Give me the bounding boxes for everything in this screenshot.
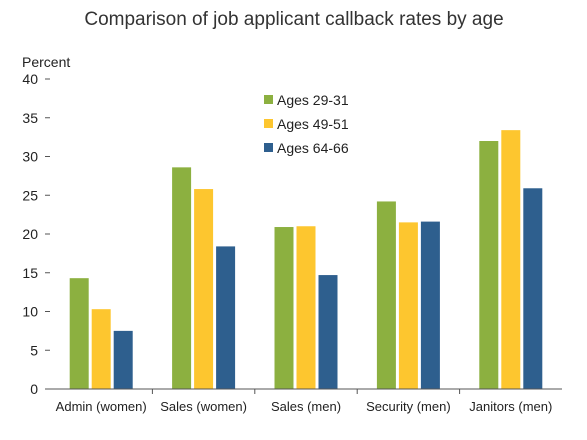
legend-label: Ages 29-31 (277, 92, 349, 108)
bar (113, 330, 133, 389)
y-tick-label: 20 (22, 226, 38, 242)
bar (479, 141, 499, 389)
bar (274, 227, 294, 389)
y-tick-label: 5 (30, 342, 38, 358)
y-tick-label: 35 (22, 110, 38, 126)
y-tick-label: 25 (22, 187, 38, 203)
bar (216, 246, 236, 389)
bar (318, 275, 338, 389)
bar (420, 221, 440, 389)
legend-swatch (264, 119, 273, 128)
x-tick-label: Janitors (men) (469, 399, 552, 414)
legend-swatch (264, 95, 273, 104)
legend-label: Ages 49-51 (277, 116, 349, 132)
y-tick-label: 0 (30, 381, 38, 397)
bar (296, 226, 316, 389)
x-tick-label: Sales (women) (160, 399, 247, 414)
y-tick-label: 10 (22, 304, 38, 320)
bar (172, 167, 192, 389)
bar (69, 278, 89, 389)
x-tick-label: Security (men) (366, 399, 451, 414)
bar (398, 222, 418, 389)
y-axis-unit-label: Percent (22, 54, 70, 70)
legend-swatch (264, 143, 273, 152)
x-tick-label: Sales (men) (271, 399, 341, 414)
y-tick-label: 15 (22, 265, 38, 281)
bar (523, 188, 543, 389)
x-axis: Admin (women) Sales (women) Sales (men) Sec… (50, 388, 562, 414)
x-tick-label: Admin (women) (56, 399, 147, 414)
legend-label: Ages 64-66 (277, 140, 349, 156)
bar (376, 201, 396, 389)
chart-title: Comparison of job applicant callback rat… (84, 9, 503, 30)
bar (91, 309, 111, 389)
y-tick-label: 40 (22, 71, 38, 87)
y-axis: 0 5 10 15 20 25 30 35 40 (22, 71, 50, 397)
legend: Ages 29-31 Ages 49-51 Ages 64-66 (264, 92, 349, 156)
bar (194, 189, 214, 389)
y-tick-label: 30 (22, 149, 38, 165)
bar (501, 130, 521, 389)
bars (69, 130, 543, 389)
